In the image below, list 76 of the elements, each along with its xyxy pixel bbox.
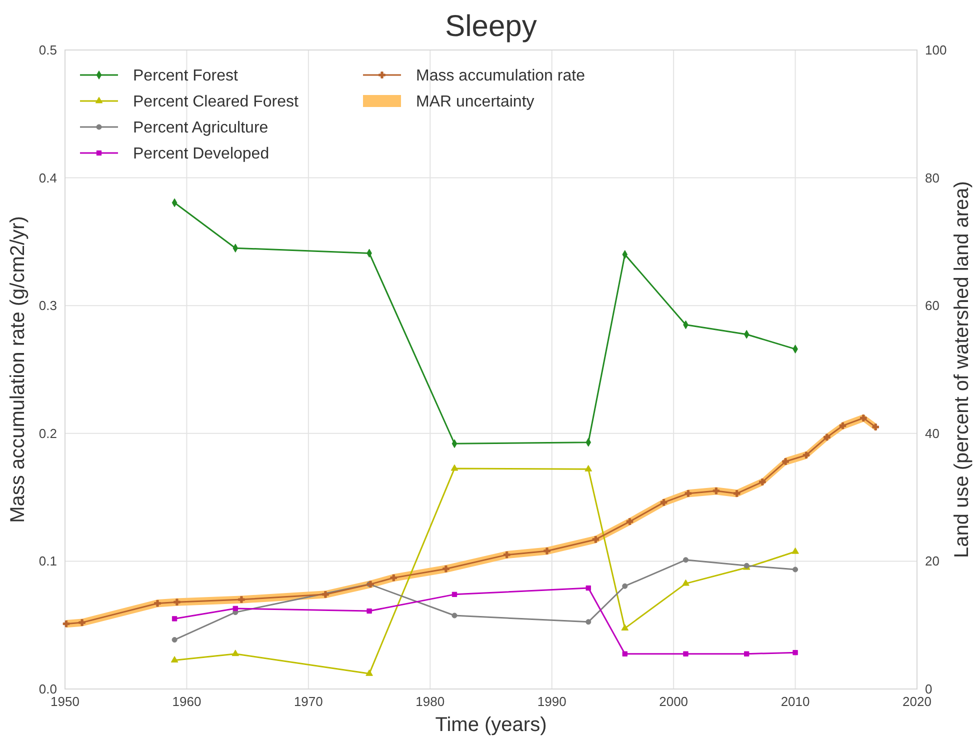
y-tick-label: 0.0 bbox=[38, 682, 57, 696]
point bbox=[683, 651, 688, 656]
point bbox=[172, 616, 178, 622]
y-tick-label: 0.4 bbox=[38, 170, 57, 186]
y2-tick-label: 100 bbox=[925, 42, 947, 58]
point bbox=[626, 518, 634, 525]
y-axis-title: Mass accumulation rate (g/cm2/yr) bbox=[7, 216, 29, 523]
point bbox=[442, 565, 450, 572]
point bbox=[592, 536, 600, 543]
y2-tick-label: 60 bbox=[925, 298, 940, 314]
point bbox=[322, 591, 329, 598]
y-tick-label: 0.2 bbox=[38, 426, 57, 441]
point bbox=[390, 574, 398, 582]
point bbox=[452, 592, 458, 598]
point bbox=[366, 608, 372, 614]
point bbox=[744, 651, 750, 656]
x-tick-label: 2020 bbox=[902, 694, 932, 709]
point bbox=[733, 490, 740, 497]
y-tick-label: 0.3 bbox=[38, 298, 57, 314]
point bbox=[682, 557, 689, 563]
point bbox=[682, 579, 690, 586]
point bbox=[232, 650, 240, 656]
point bbox=[792, 566, 798, 572]
point bbox=[62, 620, 70, 628]
point bbox=[586, 585, 591, 591]
point bbox=[78, 619, 86, 626]
point bbox=[366, 669, 373, 676]
y2-axis-title: Land use (percent of watershed land area) bbox=[951, 181, 973, 558]
point bbox=[170, 656, 178, 662]
point bbox=[586, 619, 592, 625]
x-tick-label: 2000 bbox=[659, 694, 688, 709]
point bbox=[792, 547, 799, 554]
point bbox=[782, 458, 789, 465]
point bbox=[544, 548, 550, 554]
x-tick-label: 1960 bbox=[172, 694, 202, 709]
y2-tick-label: 20 bbox=[925, 554, 940, 569]
x-tick-label: 1950 bbox=[50, 694, 80, 709]
x-tick-label: 1990 bbox=[537, 694, 566, 709]
point bbox=[450, 464, 458, 471]
y-tick-label: 0.1 bbox=[38, 554, 57, 569]
point bbox=[759, 478, 766, 486]
point bbox=[622, 651, 628, 656]
point bbox=[621, 624, 629, 631]
point bbox=[684, 490, 692, 497]
point bbox=[452, 612, 458, 618]
point bbox=[622, 583, 628, 589]
legend-label: Percent Cleared Forest bbox=[133, 94, 299, 110]
point bbox=[154, 600, 161, 607]
legend-label: Mass accumulation rate bbox=[416, 68, 586, 84]
x-tick-label: 1970 bbox=[294, 694, 323, 709]
y2-tick-label: 40 bbox=[925, 426, 940, 441]
point bbox=[238, 596, 245, 603]
point bbox=[503, 551, 510, 558]
point bbox=[792, 650, 798, 656]
legend-label: Percent Agriculture bbox=[133, 120, 268, 136]
point bbox=[824, 434, 830, 441]
point bbox=[172, 637, 178, 643]
point bbox=[802, 452, 810, 459]
point bbox=[712, 488, 720, 494]
x-tick-label: 1980 bbox=[416, 694, 445, 709]
y2-tick-label: 80 bbox=[925, 170, 940, 186]
point bbox=[174, 598, 180, 606]
legend-label: Percent Forest bbox=[133, 68, 238, 84]
point bbox=[584, 465, 592, 472]
x-axis-title: Time (years) bbox=[435, 714, 547, 736]
point bbox=[660, 499, 668, 506]
point bbox=[860, 414, 867, 422]
point bbox=[839, 422, 846, 430]
y2-tick-label: 0 bbox=[925, 682, 932, 696]
legend-label: Percent Developed bbox=[133, 146, 270, 162]
y-tick-label: 0.5 bbox=[38, 42, 57, 58]
point bbox=[232, 606, 238, 612]
legend-label: MAR uncertainty bbox=[416, 94, 534, 110]
point bbox=[872, 424, 880, 430]
chart-title: Sleepy bbox=[445, 10, 537, 43]
x-tick-label: 2010 bbox=[780, 694, 810, 709]
